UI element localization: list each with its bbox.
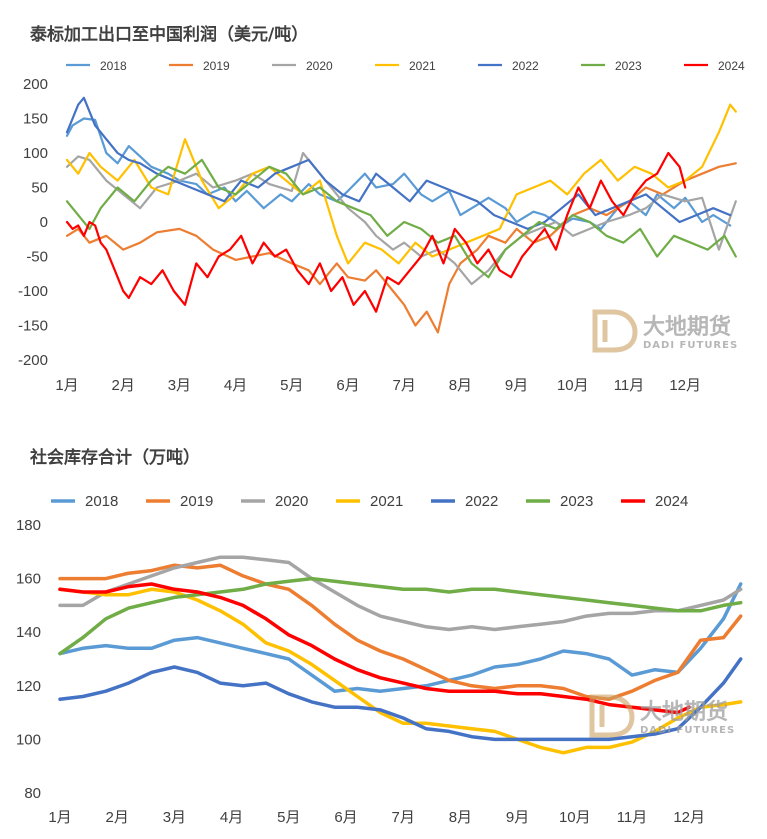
legend: 2018 2019 2020 2021 2022 2023 2024 [51,493,688,510]
y-tick-label: 160 [16,571,41,588]
y-tick-label: 100 [16,731,41,748]
x-tick-label: 1月 [48,809,71,826]
series-line-2022 [65,96,732,230]
series-line-2018 [65,117,732,230]
x-tick-label: 9月 [506,809,529,826]
y-tick-label: 120 [16,678,41,695]
x-tick-label: 12月 [673,809,705,826]
watermark-logo: 大地期货 DADI FUTURES [589,694,735,738]
y-tick-label: 150 [23,111,48,128]
plot-area [65,96,737,334]
y-tick-label: -150 [18,318,48,335]
series-line-2020 [58,555,743,632]
y-axis: 200 150 100 50 0 -50 -100 -150 -200 [18,76,48,369]
x-tick-label: 10月 [557,377,589,394]
x-tick-label: 2月 [112,377,135,394]
series-line-2021 [65,103,737,265]
series-line-2023 [65,158,737,279]
watermark-brand-en: DADI FUTURES [640,725,735,736]
logo-icon [589,694,635,738]
x-tick-label: 6月 [336,377,359,394]
y-axis: 180 160 140 120 100 80 [16,517,41,802]
watermark-brand-en: DADI FUTURES [643,340,738,351]
x-axis: 1月 2月 3月 4月 5月 6月 7月 8月 9月 10月 11月 12月 [48,809,705,826]
legend-label: 2022 [512,59,539,73]
chart-inventory: 社会库存合计（万吨） 2018 2019 2020 2021 2022 2023 2024 … [16,447,743,826]
watermark-logo: 大地期货 DADI FUTURES [592,309,738,353]
legend-label: 2021 [370,493,403,510]
x-tick-label: 7月 [393,377,416,394]
y-tick-label: -100 [18,283,48,300]
legend-label: 2018 [100,59,127,73]
series-line-2021 [58,587,743,755]
x-tick-label: 6月 [334,809,357,826]
legend-label: 2019 [180,493,213,510]
chart-title: 泰标加工出口至中国利润（美元/吨） [30,24,308,45]
x-tick-label: 12月 [669,377,701,394]
x-tick-label: 3月 [168,377,191,394]
y-tick-label: 100 [23,145,48,162]
x-tick-label: 2月 [106,809,129,826]
x-tick-label: 9月 [505,377,528,394]
watermark-brand: 大地期货 [643,314,731,340]
series-line-2019 [65,162,737,334]
legend-label: 2023 [615,59,642,73]
legend-label: 2020 [306,59,333,73]
y-tick-label: 50 [31,180,48,197]
series-line-2022 [58,657,743,742]
y-tick-label: 180 [16,517,41,534]
chart-profit: 泰标加工出口至中国利润（美元/吨） 2018 2019 2020 2021 2022 20… [18,24,745,394]
x-tick-label: 8月 [449,809,472,826]
x-tick-label: 10月 [559,809,591,826]
watermark-brand: 大地期货 [640,699,728,725]
series-line-2018 [58,582,743,693]
x-tick-label: 11月 [614,377,645,394]
x-tick-label: 4月 [220,809,243,826]
legend-label: 2019 [203,59,230,73]
legend-label: 2021 [409,59,436,73]
series-line-2019 [58,563,743,701]
legend: 2018 2019 2020 2021 2022 2023 2024 [66,59,745,73]
logo-icon [592,309,638,353]
legend-label: 2024 [718,59,745,73]
x-axis: 1月 2月 3月 4月 5月 6月 7月 8月 9月 10月 11月 12月 [55,377,701,394]
x-tick-label: 8月 [449,377,472,394]
y-tick-label: 140 [16,624,41,641]
legend-label: 2020 [275,493,308,510]
y-tick-label: 0 [40,214,48,231]
x-tick-label: 7月 [392,809,415,826]
x-tick-label: 3月 [163,809,186,826]
chart-title: 社会库存合计（万吨） [29,447,200,468]
series-line-2023 [58,576,743,656]
x-tick-label: 4月 [224,377,247,394]
x-tick-label: 5月 [277,809,300,826]
x-tick-label: 5月 [280,377,303,394]
y-tick-label: -50 [26,249,48,266]
legend-label: 2024 [655,493,688,510]
series-line-2024 [65,151,687,313]
y-tick-label: 200 [23,76,48,93]
x-tick-label: 1月 [55,377,78,394]
y-tick-label: -200 [18,352,48,369]
x-tick-label: 11月 [617,809,648,826]
legend-label: 2023 [560,493,593,510]
y-tick-label: 80 [24,785,41,802]
legend-label: 2018 [85,493,118,510]
legend-label: 2022 [465,493,498,510]
